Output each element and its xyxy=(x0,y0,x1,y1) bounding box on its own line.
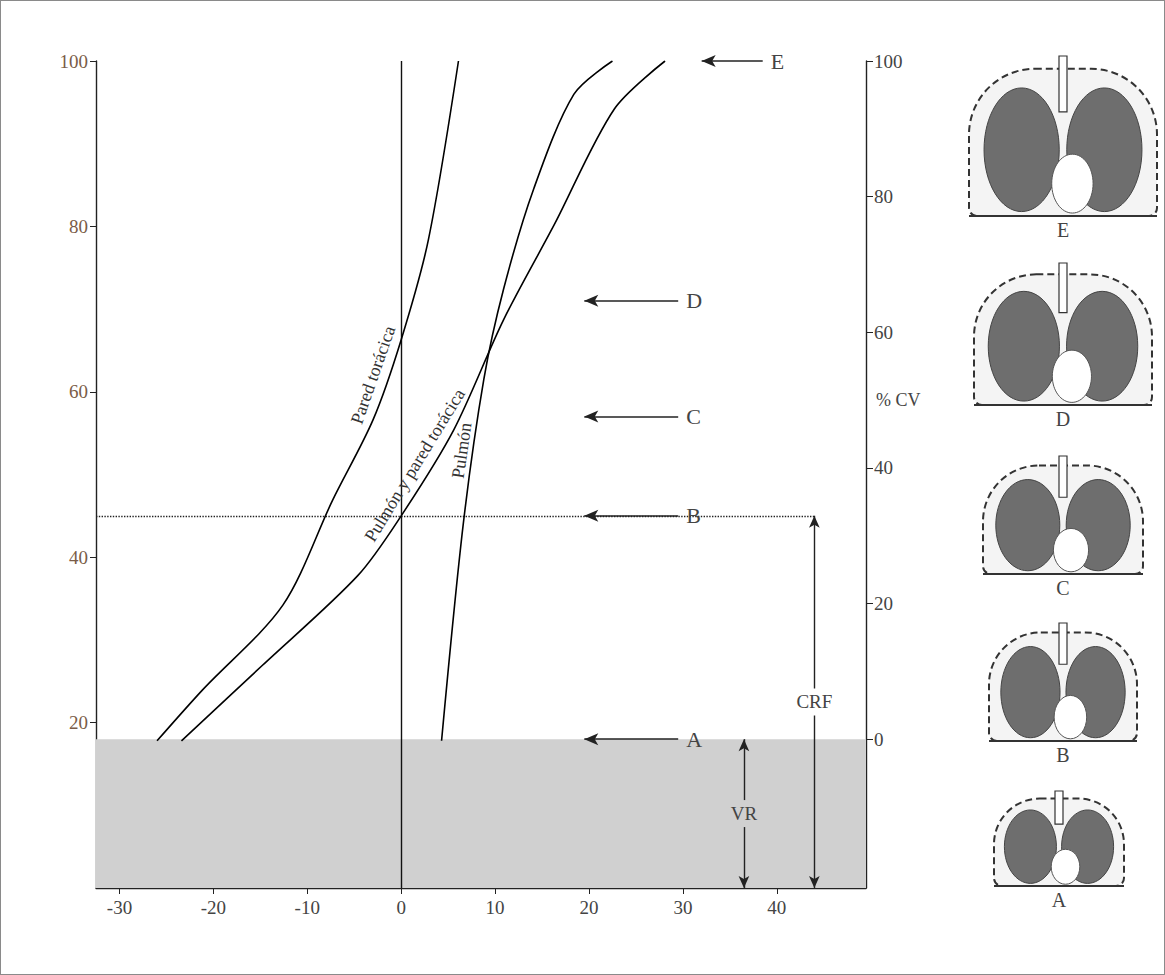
svg-text:60: 60 xyxy=(874,322,893,343)
svg-text:10: 10 xyxy=(486,897,505,918)
svg-text:CRF: CRF xyxy=(796,691,832,712)
svg-text:0: 0 xyxy=(874,729,884,750)
svg-text:C: C xyxy=(686,404,701,429)
svg-text:80: 80 xyxy=(874,186,893,207)
svg-text:B: B xyxy=(1056,744,1069,766)
svg-text:20: 20 xyxy=(874,593,893,614)
svg-text:40: 40 xyxy=(767,897,786,918)
svg-text:0: 0 xyxy=(396,897,406,918)
svg-text:A: A xyxy=(686,727,702,752)
svg-text:Pulmón: Pulmón xyxy=(448,421,476,479)
svg-text:40: 40 xyxy=(874,457,893,478)
svg-text:Pared torácica: Pared torácica xyxy=(347,323,400,426)
svg-text:% CV: % CV xyxy=(876,390,921,410)
svg-text:20: 20 xyxy=(69,712,88,733)
svg-text:VR: VR xyxy=(731,803,758,824)
svg-text:40: 40 xyxy=(69,547,88,568)
svg-text:100: 100 xyxy=(60,51,89,72)
svg-text:A: A xyxy=(1052,889,1067,911)
svg-text:20: 20 xyxy=(579,897,598,918)
svg-text:D: D xyxy=(686,288,702,313)
svg-text:-10: -10 xyxy=(295,897,320,918)
svg-text:Pulmón y pared torácica: Pulmón y pared torácica xyxy=(360,385,469,546)
svg-text:-20: -20 xyxy=(201,897,226,918)
svg-text:D: D xyxy=(1056,408,1070,430)
svg-text:80: 80 xyxy=(69,216,88,237)
svg-text:60: 60 xyxy=(69,381,88,402)
svg-text:30: 30 xyxy=(673,897,692,918)
svg-text:E: E xyxy=(1057,219,1069,241)
svg-text:C: C xyxy=(1056,577,1069,599)
svg-text:-30: -30 xyxy=(107,897,132,918)
svg-text:B: B xyxy=(686,503,701,528)
svg-text:E: E xyxy=(771,49,784,74)
svg-text:100: 100 xyxy=(874,51,903,72)
